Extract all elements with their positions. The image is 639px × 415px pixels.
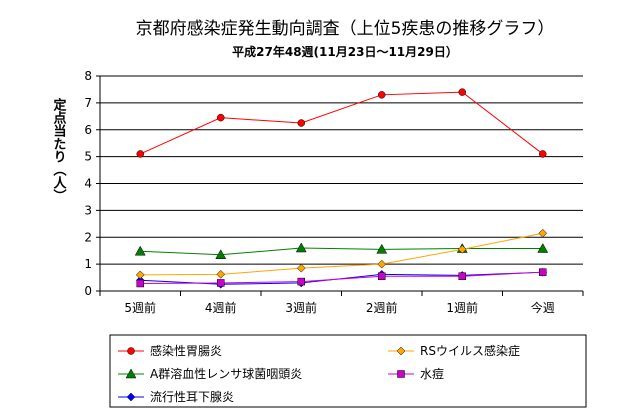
data-point <box>297 277 305 286</box>
legend-marker <box>125 368 137 379</box>
x-tick-label: 2週前 <box>366 300 398 315</box>
data-point <box>217 113 225 122</box>
data-point <box>216 269 226 279</box>
data-point <box>296 263 306 273</box>
data-point <box>217 279 225 287</box>
data-point <box>135 270 145 280</box>
y-tick-label: 6 <box>84 123 92 137</box>
data-point <box>136 279 144 288</box>
data-point <box>539 150 547 158</box>
series-line <box>140 232 543 276</box>
y-tick-label: 1 <box>84 257 92 271</box>
data-point <box>134 245 146 256</box>
x-tick-label: 5週前 <box>124 300 156 315</box>
data-point <box>457 244 467 254</box>
y-tick-label: 7 <box>84 96 92 110</box>
y-axis-label: 定点当たり（人） <box>51 97 68 202</box>
y-tick-label: 0 <box>84 284 92 298</box>
y-tick-label: 5 <box>84 150 92 164</box>
x-axis-ticks: 5週前 4週前 3週前 2週前 1週前 今週 <box>124 300 554 315</box>
data-point <box>378 91 386 99</box>
x-tick-label: 3週前 <box>285 300 317 315</box>
chart-title: 京都府感染症発生動向調査（上位5疾患の推移グラフ） <box>136 19 555 39</box>
legend-label: RSウイルス感染症 <box>420 343 520 358</box>
legend-label: A群溶血性レンサ球菌咽頭炎 <box>150 366 302 381</box>
data-point <box>376 243 388 254</box>
data-point <box>537 243 549 253</box>
legend-label: 感染性胃腸炎 <box>150 343 222 358</box>
series-line <box>140 247 543 256</box>
legend-label: 水痘 <box>420 366 444 381</box>
legend-marker <box>396 346 406 356</box>
data-point <box>297 119 305 127</box>
x-tick-label: 1週前 <box>446 300 478 315</box>
series-group <box>134 88 549 289</box>
data-point <box>136 150 144 158</box>
data-point <box>458 272 466 280</box>
y-tick-label: 8 <box>84 69 92 83</box>
series-line <box>140 271 543 284</box>
legend-label: 流行性耳下腺炎 <box>150 390 234 404</box>
data-point <box>378 272 386 280</box>
data-point <box>295 242 307 253</box>
legend-box <box>109 334 587 408</box>
y-tick-label: 3 <box>84 203 92 217</box>
y-tick-label: 4 <box>84 177 92 191</box>
gridlines <box>96 75 584 296</box>
data-point <box>538 228 548 238</box>
x-tick-label: 今週 <box>531 300 555 315</box>
data-point <box>377 259 387 269</box>
legend-marker <box>126 392 136 402</box>
series-line <box>140 91 544 155</box>
legend-marker <box>397 370 405 378</box>
x-tick-label: 4週前 <box>205 300 237 315</box>
data-point <box>215 249 227 259</box>
data-point <box>539 268 547 276</box>
y-tick-label: 2 <box>84 230 92 244</box>
data-point <box>458 88 466 96</box>
legend-marker <box>127 347 135 355</box>
chart-subtitle: 平成27年48週(11月23日～11月29日） <box>232 44 458 59</box>
y-axis-ticks: 0 1 2 3 4 5 6 7 8 <box>84 69 92 298</box>
